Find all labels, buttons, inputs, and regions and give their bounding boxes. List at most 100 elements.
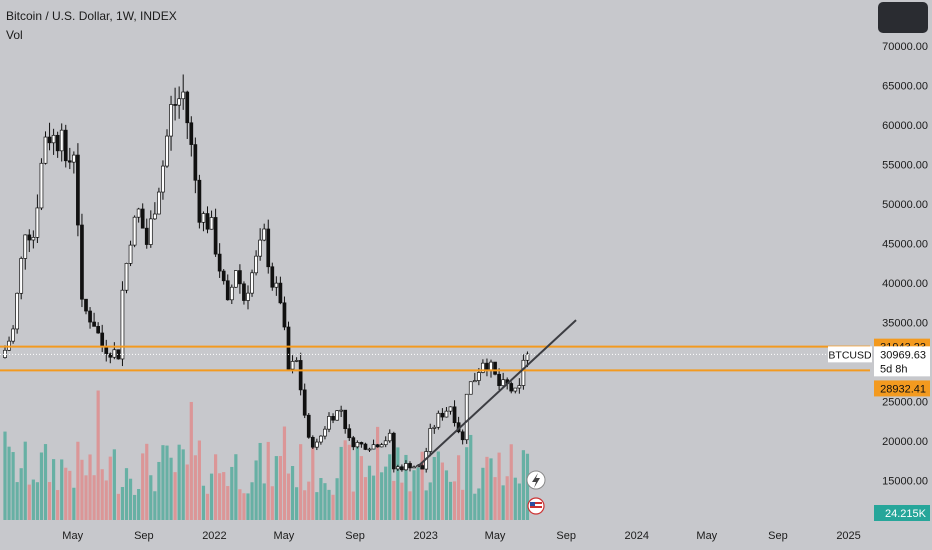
last-price-bg — [874, 346, 930, 377]
volume-bar — [189, 401, 193, 520]
volume-bar — [299, 444, 303, 520]
volume-bar — [169, 457, 173, 520]
candle-body — [274, 282, 279, 288]
flag-icon[interactable] — [527, 497, 545, 515]
candle-body — [157, 191, 161, 215]
volume-bar — [149, 475, 153, 520]
candle-body — [440, 412, 445, 418]
volume-bar — [303, 490, 307, 520]
candle-body — [201, 213, 206, 223]
candle-body — [112, 349, 117, 358]
candle-body — [310, 436, 315, 448]
candle-body — [472, 380, 477, 383]
volume-bar — [31, 479, 35, 520]
volume-bar — [11, 452, 15, 520]
candle-body — [132, 216, 137, 246]
candle-body — [298, 360, 303, 391]
symbol-label: BTCUSD — [828, 349, 872, 361]
volume-bar — [408, 491, 412, 520]
candle-body — [306, 414, 311, 438]
candle-body — [254, 255, 258, 274]
candle-body — [302, 389, 307, 416]
volume-bar — [96, 390, 100, 520]
candle-body — [100, 332, 105, 348]
volume-bar — [461, 489, 465, 520]
candle-body — [290, 361, 295, 370]
volume-bar — [416, 467, 420, 520]
volume-bar — [3, 431, 7, 520]
y-tick-label: 70000.00 — [882, 41, 928, 53]
volume-bar — [404, 454, 408, 520]
candle-body — [67, 160, 72, 163]
volume-bar — [226, 486, 230, 520]
volume-bar — [205, 493, 210, 520]
candle-body — [23, 234, 28, 259]
candle-body — [521, 359, 526, 386]
volume-bar — [15, 482, 19, 520]
candle-body — [177, 98, 181, 106]
candle-body — [47, 136, 52, 144]
volume-bar — [68, 470, 72, 520]
candle-body — [323, 428, 327, 437]
candle-body — [144, 227, 149, 245]
volume-bar — [477, 488, 481, 520]
volume-bar — [396, 447, 400, 520]
flash-icon[interactable] — [526, 470, 546, 490]
volume-bar — [497, 452, 501, 520]
candle-body — [335, 410, 339, 421]
volume-bar — [262, 483, 266, 520]
volume-bar — [485, 456, 489, 520]
candle-body — [84, 298, 88, 312]
toolbar-button[interactable] — [878, 2, 928, 33]
candle-body — [15, 292, 19, 330]
volume-legend: Vol — [6, 28, 23, 42]
candle-body — [315, 441, 319, 448]
candle-body — [420, 465, 424, 470]
candle-body — [464, 393, 469, 441]
candle-body — [509, 383, 514, 392]
candle-body — [189, 122, 194, 145]
candle-body — [396, 466, 400, 470]
candle-body — [169, 104, 173, 137]
candle-body — [400, 466, 404, 471]
volume-bar — [428, 482, 432, 520]
candle-body — [359, 442, 364, 445]
candle-body — [213, 217, 218, 255]
volume-bar — [153, 491, 157, 520]
candle-body — [460, 431, 465, 441]
y-tick-label: 65000.00 — [882, 81, 928, 93]
candle-body — [375, 444, 380, 448]
candle-body — [104, 346, 109, 355]
chart-title: Bitcoin / U.S. Dollar, 1W, INDEX — [6, 9, 177, 23]
volume-bar — [100, 469, 104, 520]
candle-body — [294, 360, 299, 362]
volume-bar — [457, 455, 461, 520]
y-tick-label: 45000.00 — [882, 239, 928, 251]
volume-bar — [173, 472, 177, 520]
volume-bar — [64, 467, 68, 520]
volume-bar — [432, 457, 436, 520]
volume-bar — [392, 480, 396, 520]
volume-bar — [509, 444, 513, 520]
candle-body — [165, 135, 169, 167]
candle-body — [193, 144, 198, 181]
volume-bar — [469, 434, 473, 520]
volume-bar — [60, 459, 64, 520]
volume-bar — [39, 452, 44, 520]
drawing-lines[interactable] — [0, 319, 870, 468]
volume-bar — [27, 484, 31, 520]
chart-icons[interactable] — [526, 470, 546, 515]
candle-body — [339, 409, 343, 412]
volume-bar — [335, 478, 339, 520]
y-tick-label: 35000.00 — [882, 318, 928, 330]
volume-bar — [412, 470, 416, 520]
volume-bar — [120, 486, 125, 520]
candle-body — [367, 448, 372, 451]
candle-body — [31, 237, 36, 241]
volume-bar — [311, 441, 315, 520]
candle-body — [468, 381, 473, 395]
x-tick-label: Sep — [768, 530, 788, 542]
volume-bar — [80, 459, 84, 520]
volume-bar — [351, 491, 355, 520]
